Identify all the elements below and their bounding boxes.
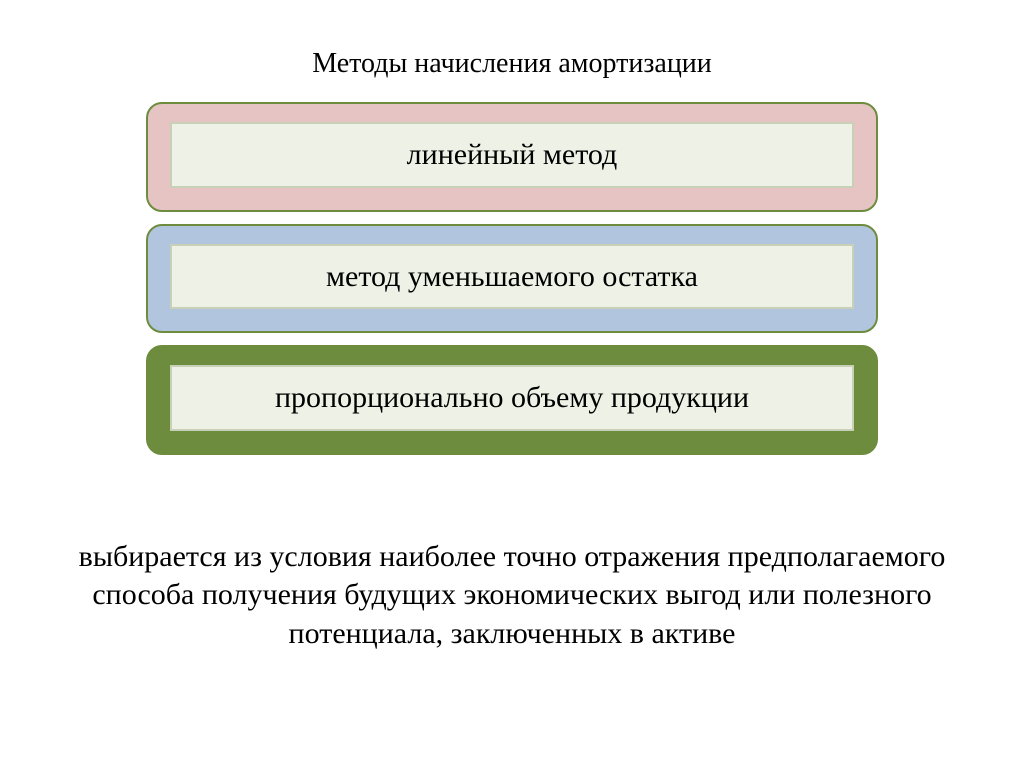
method-label: пропорционально объему продукции (170, 365, 854, 431)
slide: Методы начисления амортизации линейный м… (0, 0, 1024, 767)
method-label: метод уменьшаемого остатка (170, 244, 854, 310)
method-card-linear: линейный метод (146, 102, 878, 212)
method-label: линейный метод (170, 122, 854, 188)
method-stack: линейный метод метод уменьшаемого остатк… (146, 102, 878, 467)
diagram-title: Методы начисления амортизации (0, 48, 1024, 80)
method-card-declining-balance: метод уменьшаемого остатка (146, 224, 878, 334)
method-card-units-of-production: пропорционально объему продукции (146, 345, 878, 455)
explanation-text: выбирается из условия наиболее точно отр… (62, 538, 962, 653)
